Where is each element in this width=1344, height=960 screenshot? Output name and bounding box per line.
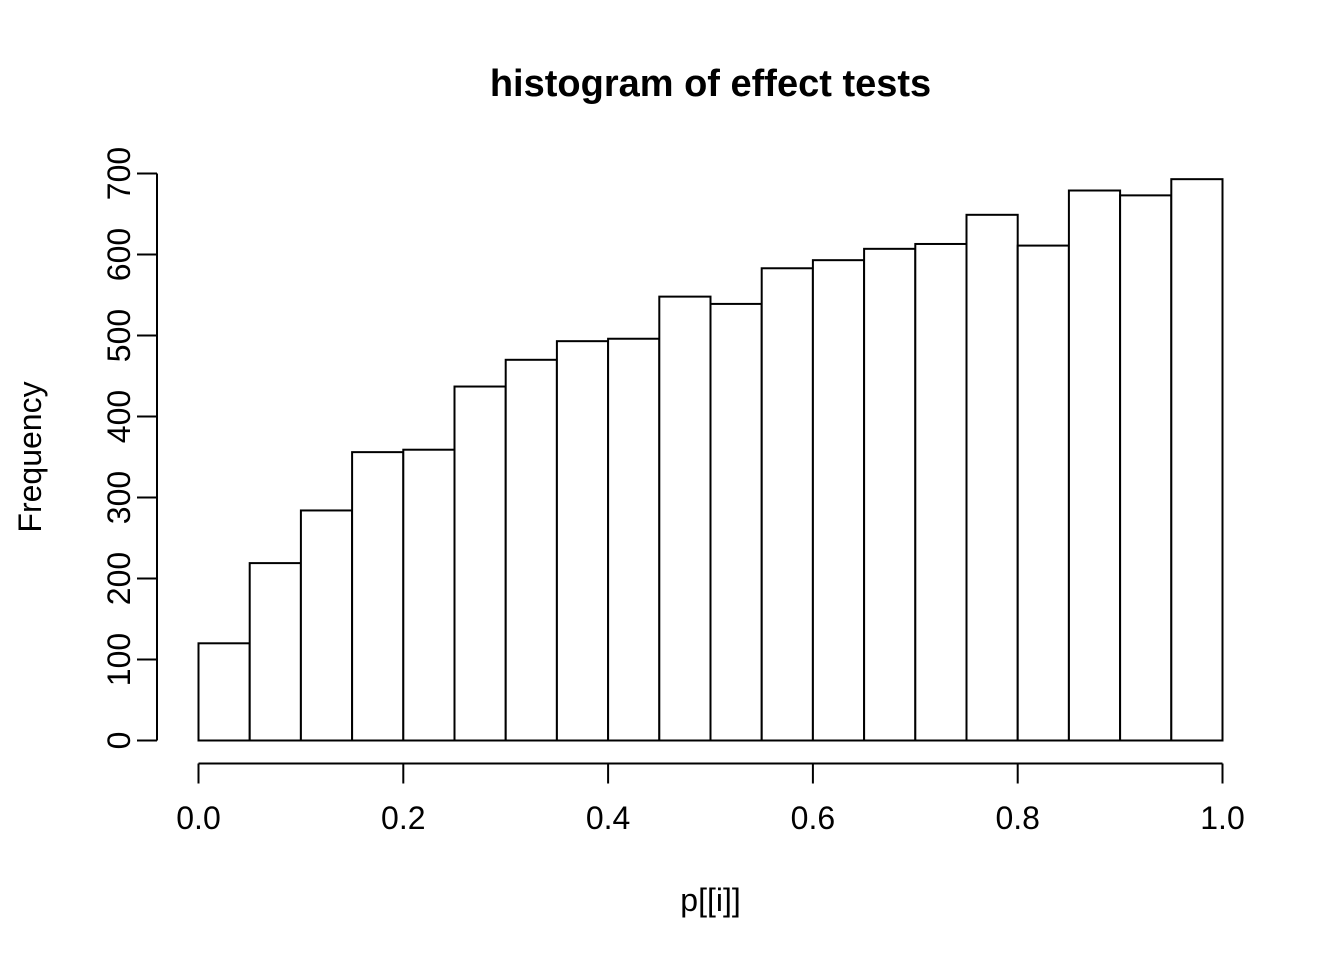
histogram-bar-4 (402, 448, 456, 742)
y-tick-label-100: 100 (101, 633, 137, 686)
histogram-bar-1 (248, 562, 302, 742)
bars-group (197, 178, 1224, 742)
x-tick-label-1.0: 1.0 (1200, 800, 1244, 836)
histogram-bar-10 (709, 302, 763, 742)
histogram-bar-13 (863, 247, 917, 742)
y-tick-label-300: 300 (101, 471, 137, 524)
x-tick-label-0.8: 0.8 (995, 800, 1039, 836)
x-tick-label-0.4: 0.4 (586, 800, 630, 836)
x-tick-label-0.0: 0.0 (176, 800, 220, 836)
histogram-bar-6 (504, 358, 558, 742)
histogram-bar-14 (914, 242, 968, 742)
y-tick-label-700: 700 (101, 147, 137, 200)
x-axis: 0.0 0.2 0.4 0.6 0.8 1.0 (176, 762, 1245, 836)
x-tick-label-0.2: 0.2 (381, 800, 425, 836)
x-tick-label-0.6: 0.6 (791, 800, 835, 836)
y-tick-label-0: 0 (101, 732, 137, 750)
histogram-bar-16 (1016, 244, 1070, 742)
y-tick-label-200: 200 (101, 552, 137, 605)
histogram-bar-5 (453, 385, 507, 742)
y-tick-label-500: 500 (101, 309, 137, 362)
histogram-bar-15 (965, 213, 1019, 742)
histogram-bar-12 (811, 259, 866, 742)
histogram-bar-18 (1119, 194, 1173, 742)
histogram-bar-19 (1170, 178, 1224, 742)
histogram-bar-3 (351, 451, 405, 742)
histogram-bar-2 (299, 509, 354, 742)
histogram-bar-11 (760, 267, 814, 742)
histogram-bar-17 (1067, 189, 1122, 742)
chart-title: histogram of effect tests (490, 63, 931, 105)
histogram-bar-9 (658, 295, 712, 742)
y-tick-label-400: 400 (101, 390, 137, 443)
y-tick-label-600: 600 (101, 228, 137, 281)
y-axis: 0 100 200 300 400 500 600 700 (101, 147, 158, 750)
y-axis-label: Frequency (12, 381, 48, 532)
histogram-bar-0 (197, 642, 251, 742)
x-axis-label: p[[i]] (680, 882, 740, 918)
histogram-bar-8 (607, 337, 661, 742)
histogram-bar-7 (555, 340, 610, 742)
